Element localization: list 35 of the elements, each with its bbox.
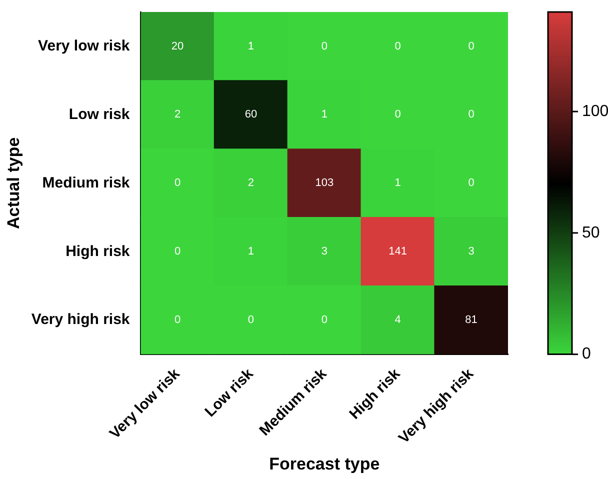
y-tick-label: Medium risk (42, 174, 130, 192)
data-label: 0 (248, 314, 254, 326)
data-label: 1 (248, 40, 254, 52)
data-label: 0 (468, 108, 474, 121)
data-label: 0 (394, 40, 401, 52)
color-bar-label: 0 (582, 346, 591, 363)
data-label: 103 (315, 177, 334, 190)
data-label: 0 (468, 177, 474, 190)
data-label: 60 (244, 108, 258, 121)
data-label: 4 (394, 314, 401, 326)
data-label: 1 (248, 246, 254, 258)
data-label: 141 (388, 246, 408, 258)
y-tick-label: Very high risk (31, 311, 130, 328)
data-label: 0 (321, 40, 328, 52)
data-label: 20 (171, 40, 184, 52)
color-bar-label: 100 (582, 102, 608, 120)
data-label: 0 (321, 314, 328, 326)
data-label: 0 (468, 40, 474, 52)
data-label: 81 (465, 314, 478, 326)
data-label: 1 (321, 108, 328, 121)
data-label: 0 (174, 314, 181, 326)
data-label: 2 (174, 108, 181, 121)
data-label: 0 (174, 177, 181, 190)
data-label: 3 (468, 246, 474, 258)
y-tick-label: Very low risk (38, 37, 130, 54)
y-tick-label: High risk (66, 242, 130, 260)
x-axis-title: Forecast type (269, 454, 380, 474)
y-axis-title: Actual type (4, 137, 23, 229)
data-label: 0 (174, 246, 181, 258)
data-label: 3 (321, 246, 328, 258)
data-label: 1 (394, 177, 401, 190)
data-label: 0 (394, 108, 401, 121)
y-tick-label: Low risk (68, 106, 130, 123)
data-label: 2 (248, 177, 254, 190)
color-bar-label: 50 (582, 224, 600, 242)
